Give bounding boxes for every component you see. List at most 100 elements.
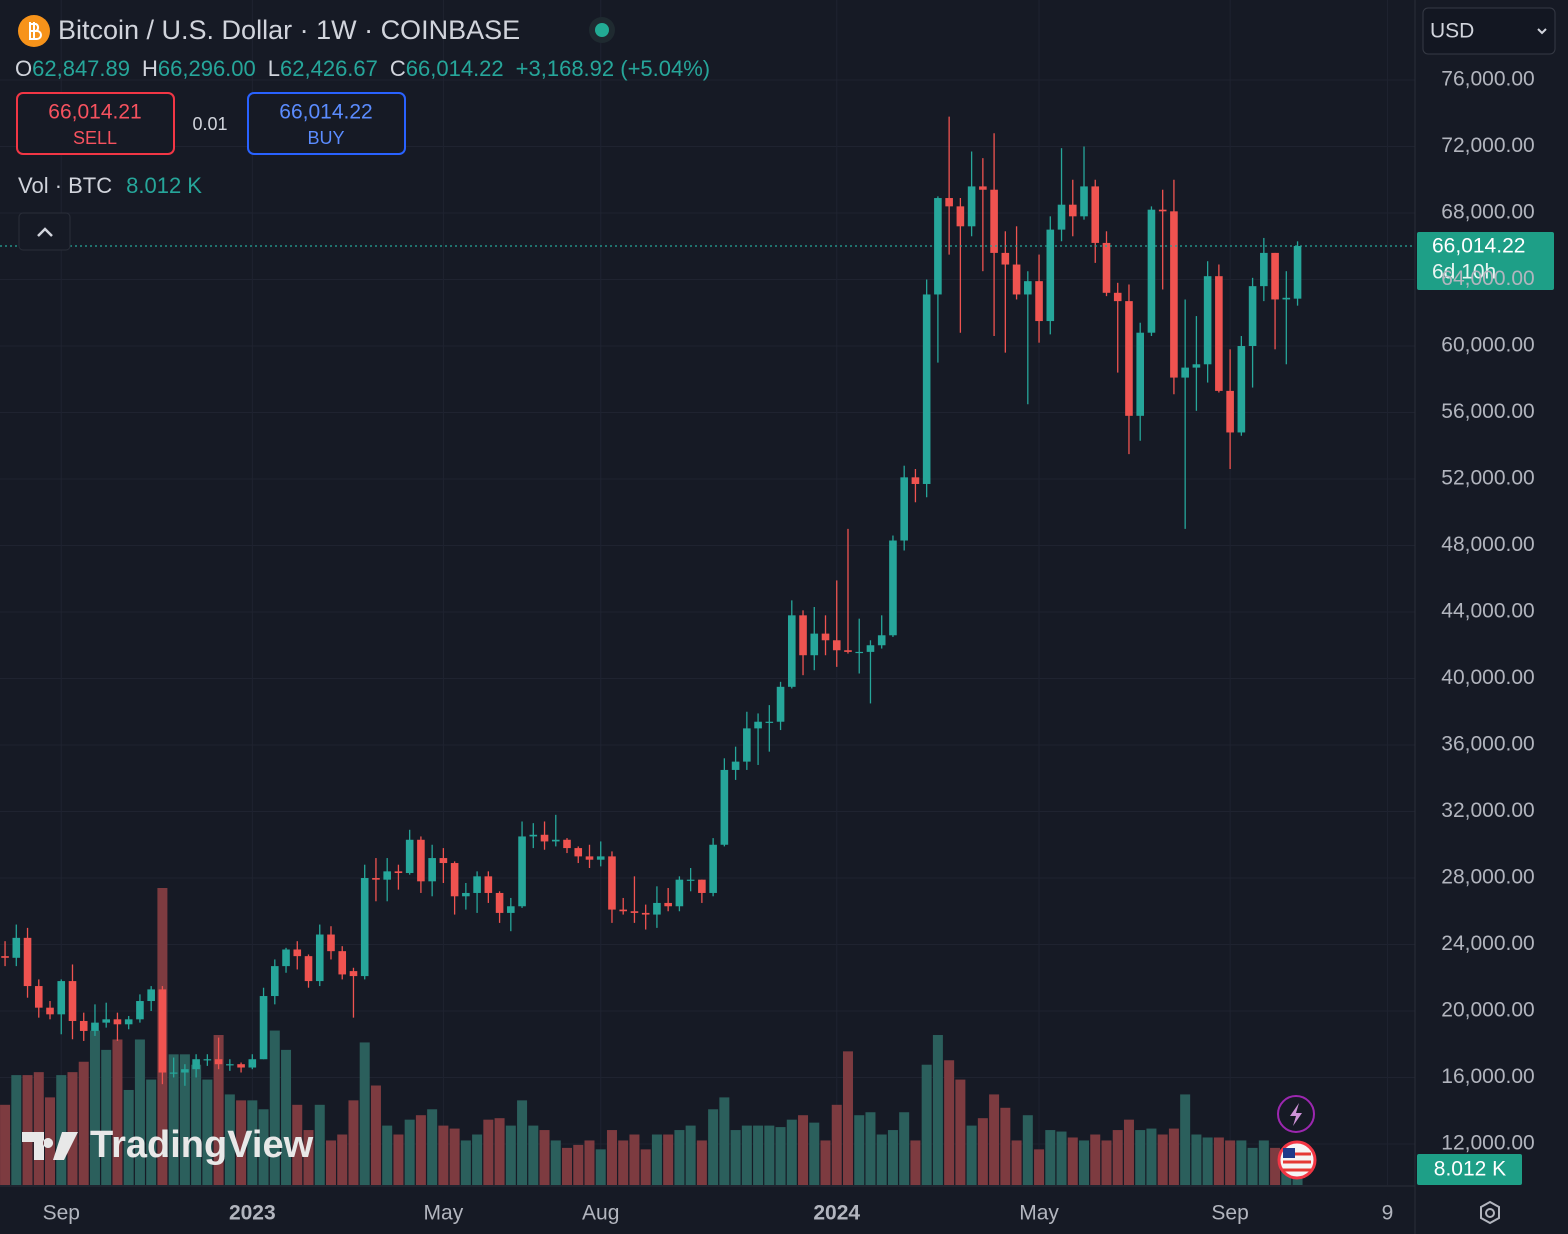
volume-bar: [1270, 1147, 1281, 1185]
spread: 0.01: [192, 114, 227, 134]
volume-bar: [865, 1112, 876, 1185]
volume-bar: [1090, 1134, 1101, 1185]
candle-body: [169, 1072, 178, 1074]
settings-icon[interactable]: [1480, 1200, 1500, 1225]
volume-bar: [1157, 1134, 1168, 1185]
volume-bar: [427, 1109, 438, 1185]
candle-body: [698, 879, 706, 893]
sell-price: 66,014.21: [48, 101, 141, 124]
volume-bar: [247, 1100, 258, 1185]
volume-bar: [348, 1100, 359, 1185]
settings-icon-center: [1485, 1208, 1495, 1218]
candle-body: [945, 198, 953, 207]
volume-bar: [1146, 1128, 1157, 1185]
candle-body: [675, 879, 684, 907]
volume-bar: [281, 1049, 292, 1185]
candle-body: [911, 477, 920, 484]
buy-label: BUY: [307, 128, 344, 148]
volume-bar: [269, 1030, 280, 1185]
y-tick-label: 40,000.00: [1441, 666, 1534, 689]
candle-body: [237, 1064, 245, 1068]
volume-bar: [123, 1089, 134, 1185]
volume-bar: [899, 1112, 910, 1185]
x-tick-label: May: [1019, 1202, 1059, 1225]
candle-body: [1181, 367, 1189, 378]
volume-value: 8.012 K: [126, 173, 202, 198]
collapse-button[interactable]: [18, 212, 71, 251]
volume-bar: [944, 1060, 955, 1185]
candle-body: [1024, 281, 1032, 295]
candle-body: [259, 996, 268, 1060]
volume-bar: [191, 1064, 202, 1185]
candle-body: [1, 956, 9, 958]
volume-bar: [618, 1140, 629, 1185]
volume-bar: [438, 1125, 449, 1185]
buy-button[interactable]: [247, 92, 406, 155]
volume-bar: [1034, 1149, 1045, 1185]
x-tick-label: May: [424, 1202, 464, 1225]
volume-bar: [292, 1104, 303, 1185]
dropdown-arrow: [1537, 28, 1547, 35]
candle-body: [192, 1059, 200, 1070]
volume-bar: [719, 1097, 730, 1185]
y-tick-label: 12,000.00: [1441, 1132, 1534, 1155]
candle-body: [450, 863, 459, 897]
volume-bar: [708, 1109, 719, 1185]
volume-bar: [1191, 1134, 1202, 1185]
candle-body: [709, 844, 717, 893]
y-tick-label: 52,000.00: [1441, 467, 1534, 490]
candle-body: [574, 848, 583, 857]
ohlc-key: C: [390, 56, 406, 81]
tradingview-logo: TradingView: [22, 1124, 314, 1166]
volume-bar: [1247, 1147, 1258, 1185]
volume-bar: [449, 1128, 460, 1185]
ohlc-value: 62,426.67: [280, 56, 378, 81]
volume-bar: [1168, 1128, 1179, 1185]
candle-body: [462, 892, 470, 897]
candle-body: [1158, 209, 1167, 212]
candle-body: [608, 856, 616, 910]
volume-bar: [539, 1130, 550, 1185]
volume-bar: [146, 1079, 157, 1185]
x-tick-label: 2024: [813, 1202, 860, 1225]
candle-body: [1282, 297, 1291, 300]
candle-body: [630, 911, 639, 913]
events-button[interactable]: [1277, 1140, 1317, 1180]
candle-body: [967, 186, 976, 227]
candle-body: [990, 189, 998, 253]
volume-bar: [753, 1125, 764, 1185]
sell-button[interactable]: [16, 92, 175, 155]
volume-bar: [932, 1035, 943, 1185]
candle-body: [956, 206, 965, 227]
volume-bar: [101, 1049, 112, 1185]
volume-bar: [11, 1075, 22, 1185]
volume-bar: [595, 1149, 606, 1185]
volume-last: 8.012 K: [1434, 1158, 1506, 1181]
currency-select[interactable]: [1422, 7, 1556, 55]
volume-badge: [1417, 1154, 1522, 1185]
volume-bar: [876, 1134, 887, 1185]
volume-bar: [483, 1119, 494, 1185]
candle-body: [34, 986, 43, 1008]
volume-bar: [1011, 1140, 1022, 1185]
currency: USD: [1430, 20, 1474, 43]
volume-bar: [550, 1140, 561, 1185]
x-tick-label: 9: [1382, 1202, 1394, 1225]
candle-body: [1147, 209, 1156, 333]
volume-bar: [741, 1125, 752, 1185]
candle-body: [1125, 301, 1133, 416]
candle-body: [1248, 286, 1257, 347]
volume-bar: [202, 1079, 213, 1185]
volume-bar: [78, 1061, 89, 1185]
market-status-dot: [595, 23, 609, 37]
candles: [0, 116, 1415, 1086]
candle-body: [855, 651, 864, 654]
candle-body: [1260, 252, 1268, 287]
volume-bar: [629, 1134, 640, 1185]
y-tick-label: 16,000.00: [1441, 1065, 1534, 1088]
y-tick-label: 44,000.00: [1441, 600, 1534, 623]
y-tick-label: 76,000.00: [1441, 68, 1534, 91]
y-tick-label: 20,000.00: [1441, 999, 1534, 1022]
